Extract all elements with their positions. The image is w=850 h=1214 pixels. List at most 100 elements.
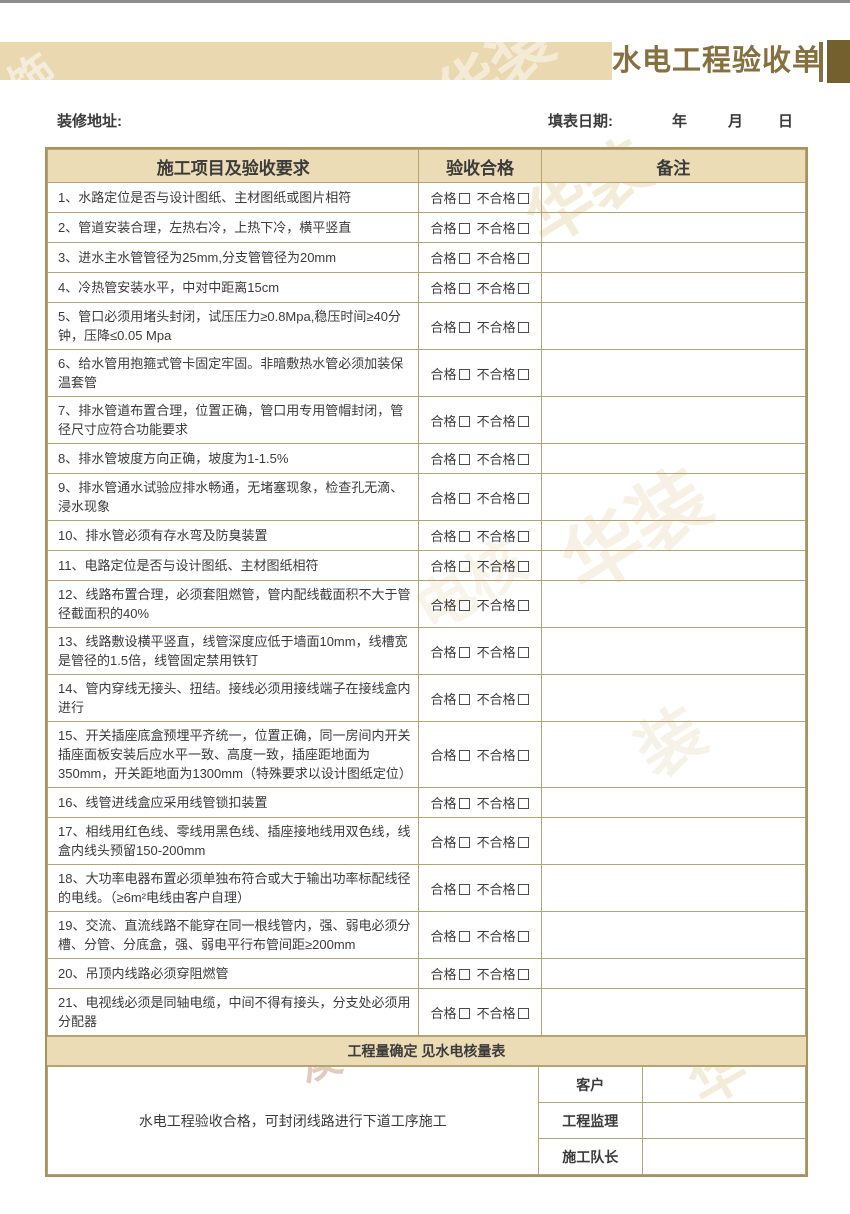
fail-checkbox[interactable]	[517, 883, 529, 895]
fail-checkbox[interactable]	[517, 321, 529, 333]
fail-checkbox[interactable]	[517, 415, 529, 427]
fail-checkbox[interactable]	[517, 930, 529, 942]
remark-field[interactable]	[540, 550, 807, 581]
signature-table: 水电工程验收合格，可封闭线路进行下道工序施工 客户 工程监理 施工队长	[47, 1066, 807, 1175]
remark-field[interactable]	[540, 520, 807, 551]
remark-field[interactable]	[540, 396, 807, 444]
remark-field[interactable]	[540, 443, 807, 474]
pass-checkbox[interactable]	[458, 415, 470, 427]
item-text: 9、排水管通水试验应排水畅通，无堵塞现象，检查孔无滴、浸水现象	[46, 473, 420, 521]
signature-field-foreman[interactable]	[641, 1138, 807, 1175]
fail-checkbox[interactable]	[517, 531, 529, 542]
pass-checkbox[interactable]	[458, 1007, 470, 1019]
item-text: 5、管口必须用堵头封闭，试压压力≥0.8Mpa,稳压时间≥40分钟，压降≤0.0…	[46, 302, 420, 350]
pass-checkbox[interactable]	[458, 599, 470, 611]
fail-option: 不合格	[477, 967, 530, 982]
fail-checkbox[interactable]	[517, 750, 529, 761]
pass-checkbox[interactable]	[458, 798, 470, 809]
title-accent-block	[827, 40, 850, 83]
pass-fail-cell: 合格 不合格	[418, 349, 542, 397]
remark-field[interactable]	[540, 349, 807, 397]
pass-option: 合格	[431, 748, 471, 763]
remark-field[interactable]	[540, 787, 807, 818]
fail-checkbox[interactable]	[517, 223, 529, 234]
fail-checkbox[interactable]	[517, 1007, 529, 1019]
table-row: 16、线管进线盒应采用线管锁扣装置 合格 不合格	[46, 787, 807, 818]
item-text: 7、排水管道布置合理，位置正确，管口用专用管帽封闭，管径尺寸应符合功能要求	[46, 396, 420, 444]
pass-checkbox[interactable]	[458, 368, 470, 380]
remark-field[interactable]	[540, 911, 807, 959]
pass-checkbox[interactable]	[458, 646, 470, 658]
pass-checkbox[interactable]	[458, 561, 470, 572]
fail-label: 不合格	[476, 366, 516, 382]
pass-option: 合格	[431, 835, 471, 850]
pass-fail-cell: 合格 不合格	[418, 520, 542, 551]
fail-checkbox[interactable]	[517, 693, 529, 705]
signature-field-customer[interactable]	[641, 1066, 807, 1103]
fail-option: 不合格	[477, 882, 530, 897]
signature-row: 工程监理	[48, 1102, 807, 1139]
pass-checkbox[interactable]	[458, 883, 470, 895]
signature-field-supervisor[interactable]	[641, 1102, 807, 1139]
fail-label: 不合格	[476, 559, 516, 574]
pass-label: 合格	[430, 834, 457, 850]
fail-checkbox[interactable]	[517, 283, 529, 294]
fail-checkbox[interactable]	[517, 599, 529, 611]
pass-option: 合格	[431, 559, 471, 574]
remark-field[interactable]	[540, 721, 807, 788]
remark-field[interactable]	[540, 272, 807, 303]
pass-checkbox[interactable]	[458, 693, 470, 705]
fail-checkbox[interactable]	[517, 193, 529, 204]
fail-checkbox[interactable]	[517, 492, 529, 504]
fail-option: 不合格	[477, 559, 530, 574]
pass-checkbox[interactable]	[458, 492, 470, 504]
pass-checkbox[interactable]	[458, 969, 470, 980]
remark-field[interactable]	[540, 864, 807, 912]
remark-field[interactable]	[540, 988, 807, 1036]
header-brand-bar	[0, 42, 612, 80]
fail-option: 不合格	[477, 191, 530, 206]
fail-checkbox[interactable]	[517, 646, 529, 658]
remark-field[interactable]	[540, 302, 807, 350]
remark-field[interactable]	[540, 817, 807, 865]
pass-fail-cell: 合格 不合格	[418, 911, 542, 959]
item-text: 2、管道安装合理，左热右冷，上热下冷，横平竖直	[46, 212, 420, 243]
fail-option: 不合格	[477, 491, 530, 506]
acceptance-form: 施工项目及验收要求 验收合格 备注 1、水路定位是否与设计图纸、主材图纸或图片相…	[45, 147, 808, 1177]
remark-field[interactable]	[540, 627, 807, 675]
fail-checkbox[interactable]	[517, 798, 529, 809]
pass-checkbox[interactable]	[458, 930, 470, 942]
remark-field[interactable]	[540, 182, 807, 213]
pass-fail-cell: 合格 不合格	[418, 674, 542, 722]
fail-option: 不合格	[477, 645, 530, 660]
pass-checkbox[interactable]	[458, 193, 470, 204]
fail-label: 不合格	[476, 319, 516, 335]
fail-checkbox[interactable]	[517, 836, 529, 848]
fail-checkbox[interactable]	[517, 561, 529, 572]
date-unit-month: 月	[728, 113, 744, 130]
pass-checkbox[interactable]	[458, 321, 470, 333]
remark-field[interactable]	[540, 580, 807, 628]
pass-checkbox[interactable]	[458, 253, 470, 264]
remark-field[interactable]	[540, 958, 807, 989]
pass-checkbox[interactable]	[458, 750, 470, 761]
table-row: 2、管道安装合理，左热右冷，上热下冷，横平竖直 合格 不合格	[46, 212, 807, 243]
fail-label: 不合格	[476, 928, 516, 944]
pass-fail-cell: 合格 不合格	[418, 302, 542, 350]
remark-field[interactable]	[540, 212, 807, 243]
col-header-pass: 验收合格	[418, 149, 542, 183]
remark-field[interactable]	[540, 242, 807, 273]
pass-checkbox[interactable]	[458, 454, 470, 465]
remark-field[interactable]	[540, 674, 807, 722]
remark-field[interactable]	[540, 473, 807, 521]
pass-checkbox[interactable]	[458, 283, 470, 294]
fail-checkbox[interactable]	[517, 969, 529, 980]
fail-checkbox[interactable]	[517, 454, 529, 465]
header-row: 施工项目及验收要求 验收合格 备注	[46, 149, 807, 183]
pass-checkbox[interactable]	[458, 223, 470, 234]
fail-checkbox[interactable]	[517, 253, 529, 264]
pass-checkbox[interactable]	[458, 531, 470, 542]
pass-checkbox[interactable]	[458, 836, 470, 848]
fail-checkbox[interactable]	[517, 368, 529, 380]
pass-option: 合格	[431, 491, 471, 506]
